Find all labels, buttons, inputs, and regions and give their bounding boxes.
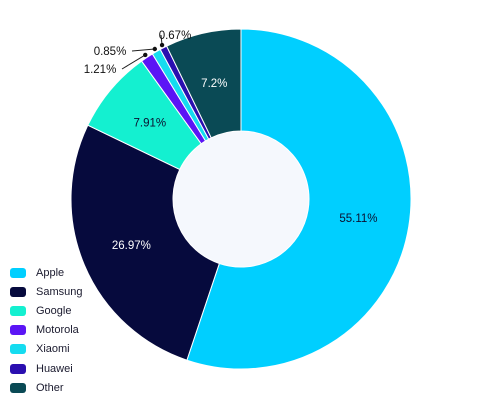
- legend-item[interactable]: Motorola: [10, 321, 82, 340]
- slice-value-label: 55.11%: [339, 213, 377, 225]
- legend-label: Google: [36, 304, 72, 317]
- callout-line: [121, 54, 146, 70]
- legend-label: Xiaomi: [36, 343, 70, 356]
- legend-label: Apple: [36, 266, 65, 279]
- slice-value-label: 7.91%: [134, 118, 167, 130]
- legend: Apple Samsung Google Motorola Xiaomi Hua…: [10, 263, 82, 397]
- slice-value-label: 1.21%: [84, 64, 117, 76]
- legend-item[interactable]: Huawei: [10, 359, 82, 378]
- legend-label: Samsung: [36, 285, 83, 298]
- legend-swatch: [10, 344, 26, 355]
- legend-item[interactable]: Samsung: [10, 282, 82, 301]
- legend-label: Motorola: [36, 324, 79, 337]
- legend-swatch: [10, 363, 26, 374]
- legend-swatch: [10, 286, 26, 297]
- legend-item[interactable]: Apple: [10, 263, 82, 282]
- legend-label: Huawei: [36, 362, 73, 375]
- legend-label: Other: [36, 381, 64, 394]
- legend-swatch: [10, 267, 26, 278]
- pie-slice-samsung[interactable]: [70, 124, 220, 361]
- callout-line: [131, 48, 155, 52]
- legend-swatch: [10, 382, 26, 393]
- slice-value-label: 0.85%: [94, 46, 127, 58]
- slice-value-label: 7.2%: [201, 78, 227, 90]
- pie-slice-other[interactable]: [165, 28, 242, 139]
- legend-swatch: [10, 325, 26, 336]
- pie-slice-apple[interactable]: [186, 28, 412, 370]
- slice-value-label: 0.67%: [159, 30, 192, 42]
- callout-dot: [159, 42, 165, 48]
- donut-hole: [173, 131, 309, 267]
- callout-dot: [152, 46, 157, 52]
- callout-dot: [143, 52, 148, 58]
- legend-item[interactable]: Xiaomi: [10, 340, 82, 359]
- legend-swatch: [10, 305, 26, 316]
- slice-value-label: 26.97%: [112, 240, 151, 252]
- legend-item[interactable]: Other: [10, 378, 82, 397]
- legend-item[interactable]: Google: [10, 301, 82, 320]
